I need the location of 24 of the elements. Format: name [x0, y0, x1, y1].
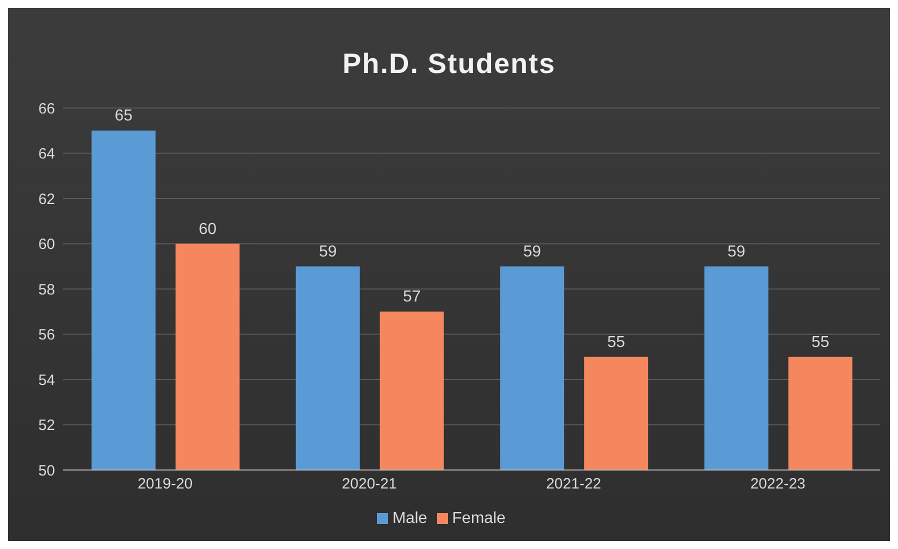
- data-label: 60: [198, 220, 217, 238]
- x-tick-label: 2019-20: [138, 476, 193, 493]
- y-tick-label: 58: [38, 281, 55, 298]
- y-tick-label: 64: [38, 146, 55, 163]
- data-label: 65: [114, 108, 133, 125]
- data-label: 57: [402, 288, 421, 306]
- data-label: 55: [811, 334, 830, 351]
- y-tick-label: 52: [38, 417, 55, 434]
- data-label: 59: [523, 243, 542, 260]
- data-label: 55: [607, 334, 626, 351]
- y-tick-label: 62: [38, 190, 55, 208]
- data-label: 59: [318, 243, 337, 260]
- x-tick-label: 2021-22: [546, 476, 602, 493]
- y-tick-label: 54: [38, 372, 55, 389]
- chart-title: Ph.D. Students: [341, 47, 557, 81]
- x-tick-label: 2020-21: [342, 476, 397, 493]
- legend-label: Female: [452, 510, 506, 527]
- y-tick-label: 56: [38, 326, 55, 344]
- y-tick-label: 60: [38, 236, 55, 254]
- data-label: 59: [727, 243, 746, 260]
- x-tick-label: 2022-23: [750, 476, 806, 493]
- y-tick-label: 66: [38, 100, 55, 118]
- y-tick-label: 50: [38, 462, 55, 480]
- legend-label: Male: [392, 510, 428, 527]
